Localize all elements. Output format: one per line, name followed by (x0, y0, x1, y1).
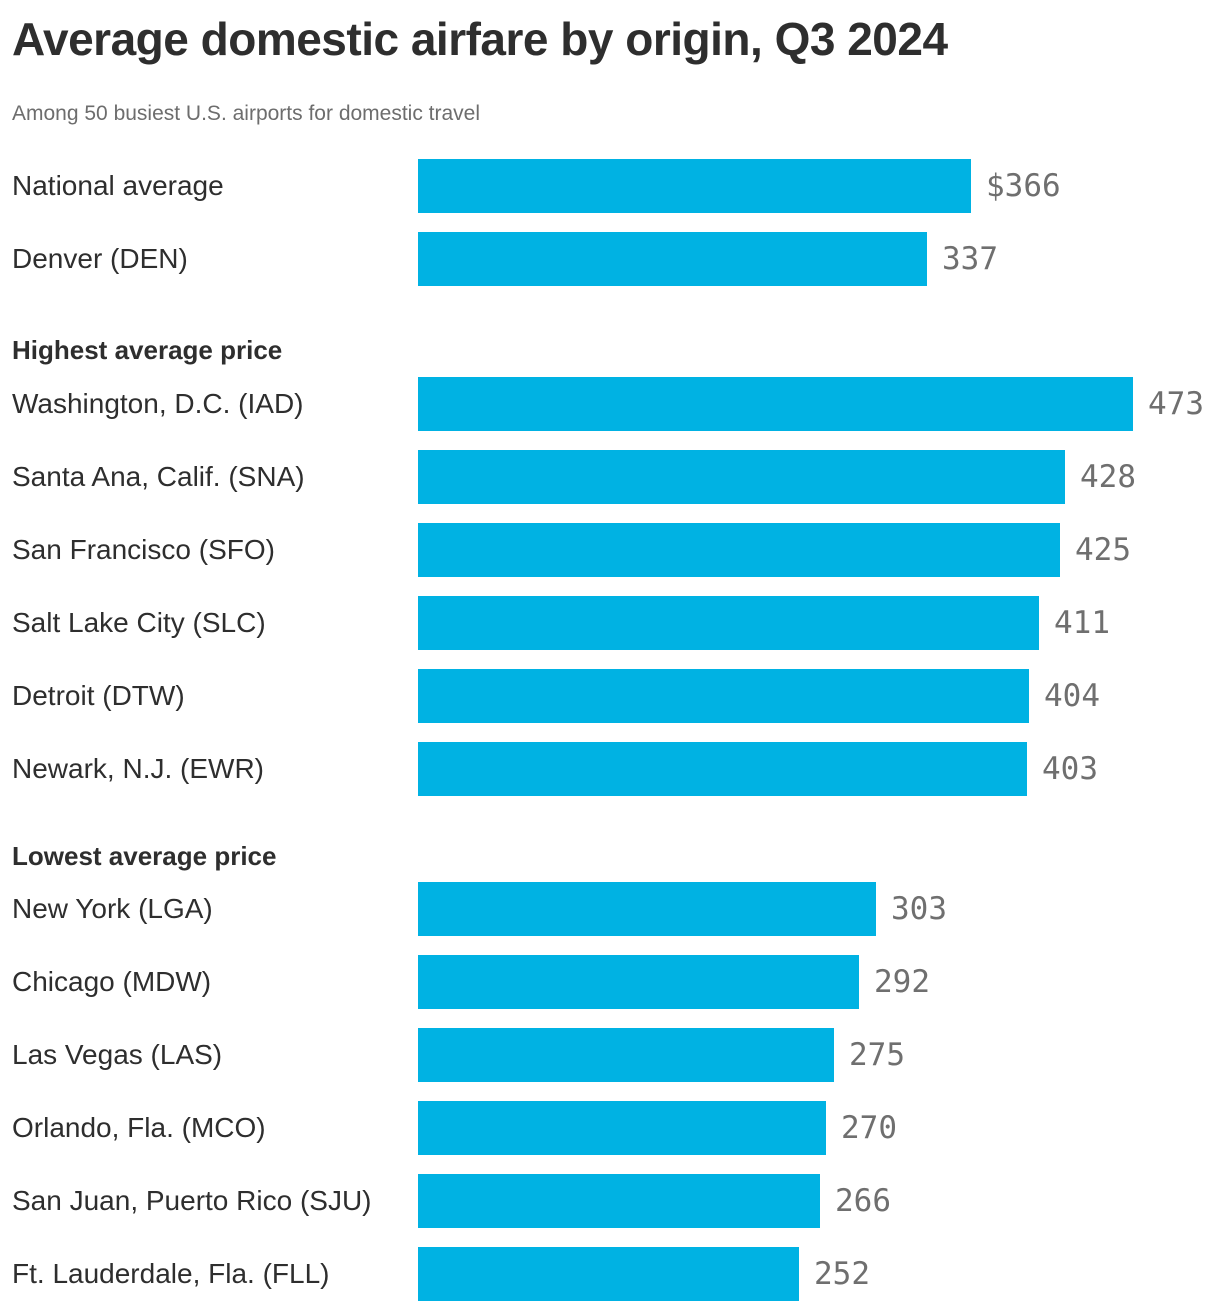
value-label: 404 (1044, 678, 1100, 714)
value-label: 425 (1075, 532, 1131, 568)
chart-plot-area: National average $366 Denver (DEN) 337 Highe… (0, 159, 1220, 1301)
bar (418, 882, 876, 936)
value-label: 411 (1054, 605, 1110, 641)
chart-title: Average domestic airfare by origin, Q3 2… (12, 13, 948, 65)
bar (418, 523, 1060, 577)
bar-row: New York (LGA) 303 (0, 882, 1220, 936)
bar-row: San Juan, Puerto Rico (SJU) 266 (0, 1174, 1220, 1228)
value-label: 403 (1042, 751, 1098, 787)
row-label: San Francisco (SFO) (12, 534, 275, 565)
chart-section: Lowest average price New York (LGA) 303 Chi… (0, 841, 1220, 1301)
row-label: Orlando, Fla. (MCO) (12, 1112, 266, 1143)
row-label: New York (LGA) (12, 893, 213, 924)
bar-row: Santa Ana, Calif. (SNA) 428 (0, 450, 1220, 504)
row-label: Denver (DEN) (12, 243, 188, 274)
bar-row: Washington, D.C. (IAD) 473 (0, 377, 1220, 431)
row-label: Santa Ana, Calif. (SNA) (12, 461, 305, 492)
bar-row: Salt Lake City (SLC) 411 (0, 596, 1220, 650)
row-label: Salt Lake City (SLC) (12, 607, 266, 638)
bar-row: Denver (DEN) 337 (0, 232, 1220, 286)
bar (418, 742, 1027, 796)
row-label: Washington, D.C. (IAD) (12, 388, 304, 419)
chart-section: National average $366 Denver (DEN) 337 (0, 159, 1220, 286)
row-label: Detroit (DTW) (12, 680, 185, 711)
bar-row: Ft. Lauderdale, Fla. (FLL) 252 (0, 1247, 1220, 1301)
chart-subtitle: Among 50 busiest U.S. airports for domes… (12, 102, 481, 125)
section-header: Highest average price (12, 335, 283, 365)
value-label: 428 (1080, 459, 1136, 495)
bar-row: Chicago (MDW) 292 (0, 955, 1220, 1009)
row-label: National average (12, 170, 224, 201)
bar-row: Newark, N.J. (EWR) 403 (0, 742, 1220, 796)
bar (418, 232, 927, 286)
bar-row: Detroit (DTW) 404 (0, 669, 1220, 723)
value-label: 266 (835, 1183, 891, 1219)
bar-row: Las Vegas (LAS) 275 (0, 1028, 1220, 1082)
chart-section: Highest average price Washington, D.C. (I… (0, 335, 1220, 796)
bar-row: National average $366 (0, 159, 1220, 213)
bar (418, 1247, 799, 1301)
bar-row: San Francisco (SFO) 425 (0, 523, 1220, 577)
bar (418, 377, 1133, 431)
bar (418, 596, 1039, 650)
value-label: 292 (874, 964, 930, 1000)
bar (418, 669, 1029, 723)
bar (418, 159, 971, 213)
value-label: 303 (891, 891, 947, 927)
bar (418, 955, 859, 1009)
value-label: 275 (849, 1037, 905, 1073)
value-label: $366 (986, 168, 1061, 204)
row-label: Las Vegas (LAS) (12, 1039, 223, 1070)
row-label: Ft. Lauderdale, Fla. (FLL) (12, 1258, 330, 1289)
value-label: 337 (942, 241, 998, 277)
bar (418, 1101, 826, 1155)
row-label: San Juan, Puerto Rico (SJU) (12, 1185, 372, 1216)
bar (418, 1174, 820, 1228)
bar (418, 1028, 834, 1082)
row-label: Chicago (MDW) (12, 966, 212, 997)
value-label: 270 (841, 1110, 897, 1146)
bar (418, 450, 1065, 504)
bar-row: Orlando, Fla. (MCO) 270 (0, 1101, 1220, 1155)
row-label: Newark, N.J. (EWR) (12, 753, 264, 784)
value-label: 252 (814, 1256, 870, 1292)
value-label: 473 (1148, 386, 1204, 422)
section-header: Lowest average price (12, 841, 277, 871)
